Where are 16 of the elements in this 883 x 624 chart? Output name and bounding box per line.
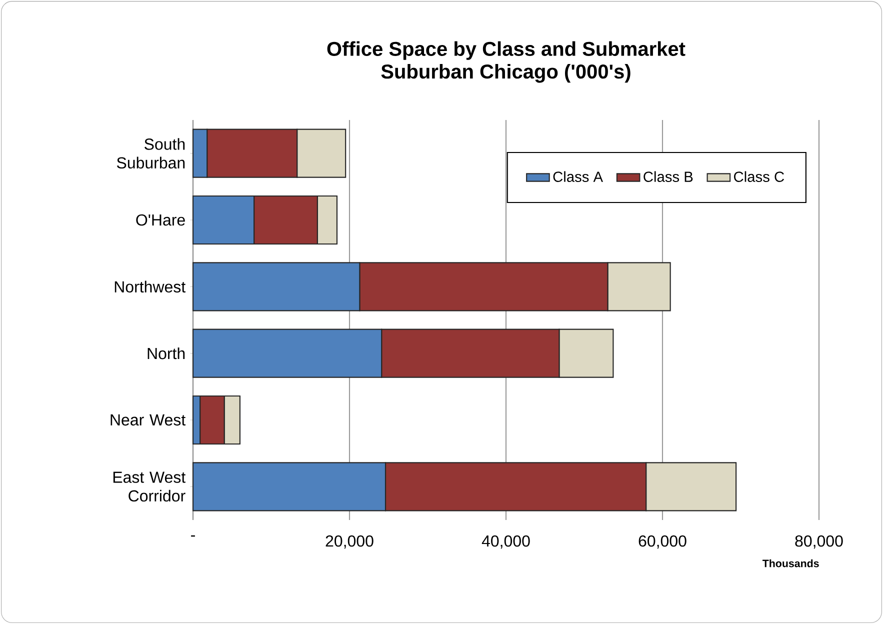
y-tick-label: North	[148, 347, 185, 360]
x-tick-label: 80,000	[795, 535, 843, 549]
x-tick-label: -	[191, 535, 195, 537]
y-tick-label: South Suburban	[116, 138, 185, 169]
legend-label: Class C	[734, 171, 784, 182]
x-tick-label: 20,000	[326, 535, 374, 549]
x-tick-label: 60,000	[638, 535, 686, 549]
y-tick-label: O'Hare	[136, 214, 185, 226]
x-axis-title: Thousands	[762, 559, 819, 568]
legend-label: Class B	[644, 171, 693, 182]
legend-label: Class A	[553, 171, 604, 182]
chart-title: Office Space by Class and Submarket Suburban Chicago ('000's)	[327, 41, 686, 83]
y-tick-label: East West Corridor	[113, 472, 186, 502]
y-tick-label: Near West	[110, 414, 186, 426]
x-tick-label: 40,000	[482, 535, 530, 549]
y-tick-label: Northwest	[114, 280, 186, 293]
